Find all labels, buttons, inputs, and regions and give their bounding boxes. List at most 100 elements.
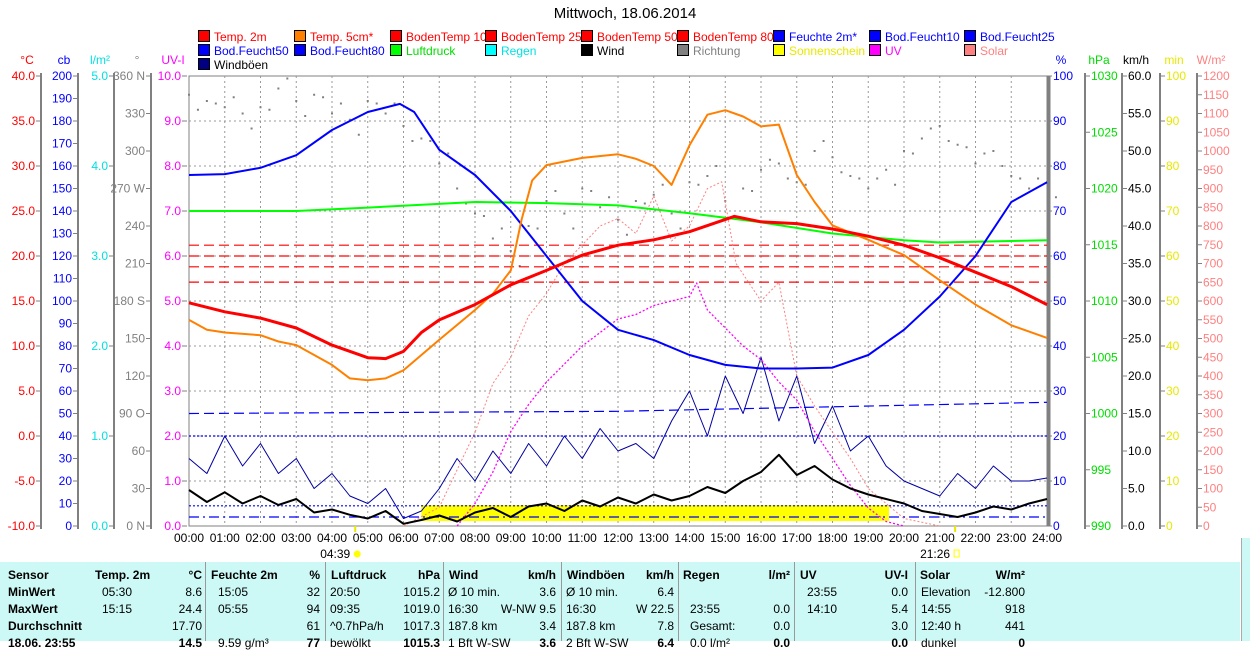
axis-tick-label-dir: 360 N [113, 69, 145, 83]
wind-direction-point [331, 112, 333, 115]
axis-tick-label-solar: 550 [1203, 313, 1223, 327]
time-tick-label: 04:00 [317, 531, 347, 545]
axis-tick-label-solar: 450 [1203, 350, 1223, 364]
axis-tick-label-uv: 0.0 [164, 519, 181, 533]
axis-tick-label-solar: 900 [1203, 182, 1223, 196]
wind-direction-point [393, 102, 396, 105]
axis-tick-label-solar: 150 [1203, 463, 1223, 477]
legend-swatch [773, 30, 785, 42]
axis-tick-label-hum: 90 [1053, 114, 1067, 128]
legend-label: Bod.Feucht10 [885, 30, 960, 44]
column-separator [205, 562, 206, 641]
time-tick-label: 05:00 [353, 531, 383, 545]
wind-direction-point [196, 108, 199, 111]
axis-tick-label-sun: 40 [1166, 339, 1180, 353]
axis-tick-label-dir: 0 N [126, 519, 145, 533]
column-header: Windböen [567, 568, 625, 582]
axis-tick-label-sun: 80 [1166, 159, 1180, 173]
wind-direction-point [706, 175, 709, 177]
axis-unit-hum: % [1056, 53, 1067, 67]
axis-tick-label-hum: 40 [1053, 339, 1067, 353]
cell-text: 09:35 [330, 602, 361, 616]
cell-value: 6.4 [657, 585, 674, 599]
axis-tick-label-wind: 0.0 [1128, 519, 1145, 533]
legend-swatch [581, 44, 593, 56]
axis-tick-label-solar: 1150 [1203, 88, 1229, 102]
axis-tick-label-hum: 70 [1053, 204, 1067, 218]
cell-value: 0.0 [891, 585, 908, 599]
wind-direction-point [840, 171, 843, 174]
time-tick-label: 16:00 [746, 531, 776, 545]
weather-chart: °C -10.0 -5.0 0.0 5.0 10.0 15.0 20.0 25.0 30.0 35.… [8, 53, 1230, 561]
cell-value: 0.0 [773, 636, 790, 650]
axis-tick-label-cb: 160 [52, 159, 72, 173]
axis-tick-label-press: 1010 [1091, 294, 1118, 308]
axis-tick-label-hum: 50 [1053, 294, 1067, 308]
wind-direction-point [214, 102, 217, 105]
sun-icon [353, 550, 361, 558]
wind-direction-point [742, 187, 745, 190]
cell-text: 14:55 [921, 602, 952, 616]
axis-tick-label-solar: 1200 [1203, 69, 1230, 83]
axis-tick-label-cb: 150 [52, 182, 72, 196]
axis-tick-label-sun: 70 [1166, 204, 1180, 218]
wind-direction-point [322, 96, 325, 99]
axis-tick-label-sun: 10 [1166, 474, 1180, 488]
axis-tick-label-wind: 50.0 [1128, 144, 1152, 158]
axis-tick-label-solar: 50 [1203, 500, 1217, 514]
axis-tick-label-cb: 80 [59, 339, 73, 353]
cell-text: 1 Bft W-SW [448, 636, 511, 650]
axis-tick-label-dir: 210 [125, 257, 145, 271]
axis-tick-label-wind: 30.0 [1128, 294, 1152, 308]
axis-tick-label-solar: 800 [1203, 219, 1223, 233]
column-separator [325, 562, 326, 641]
chart-title: Mittwoch, 18.06.2014 [553, 5, 697, 22]
wind-direction-point [965, 146, 968, 149]
wind-direction-point [563, 212, 566, 215]
axis-unit-dir: ° [135, 53, 140, 67]
cell-text: 05:55 [218, 602, 249, 616]
legend-swatch [773, 44, 785, 56]
time-tick-label: 06:00 [388, 531, 418, 545]
legend-swatch [869, 44, 881, 56]
axis-tick-label-uv: 8.0 [164, 159, 181, 173]
wind-direction-point [903, 150, 905, 152]
wind-direction-point [804, 183, 807, 186]
time-tick-label: 22:00 [960, 531, 990, 545]
legend-label: Temp. 5cm* [310, 30, 374, 44]
wind-direction-point [992, 150, 995, 152]
axis-tick-label-cb: 190 [52, 92, 72, 106]
cell-text: 23:55 [690, 602, 721, 616]
axis-tick-label-temp: 10.0 [12, 339, 36, 353]
axis-tick-label-sun: 100 [1166, 69, 1186, 83]
column-unit: W/m² [995, 568, 1025, 582]
cell-text: 15:05 [218, 585, 249, 599]
time-tick-label: 17:00 [782, 531, 812, 545]
axis-tick-label-temp: -10.0 [8, 519, 36, 533]
cell-value: 77 [306, 636, 320, 650]
wind-direction-point [1037, 177, 1040, 180]
wind-direction-point [822, 140, 825, 142]
axis-tick-label-wind: 10.0 [1128, 444, 1152, 458]
axis-tick-label-sun: 50 [1166, 294, 1180, 308]
wind-direction-point [608, 196, 611, 199]
scrollbar[interactable] [1241, 538, 1250, 641]
cell-value: 14.5 [178, 636, 202, 650]
cell-text: Ø 10 min. [448, 585, 501, 599]
wind-direction-point [876, 177, 879, 180]
series-feuchte-2m- [188, 102, 1048, 370]
axis-unit-cb: cb [58, 53, 71, 67]
cell-text: 9.59 g/m³ [218, 636, 269, 650]
cell-text: 16:30 [566, 602, 597, 616]
axis-tick-label-temp: 15.0 [12, 294, 36, 308]
legend-item: Wind [581, 44, 624, 58]
legend-label: Wind [597, 44, 625, 58]
time-tick-label: 03:00 [281, 531, 311, 545]
axis-tick-label-wind: 15.0 [1128, 407, 1152, 421]
axis-tick-label-rain: 4.0 [91, 159, 108, 173]
legend-swatch [198, 58, 210, 70]
legend-swatch [869, 30, 881, 42]
time-tick-label: 14:00 [674, 531, 704, 545]
column-unit: km/h [645, 568, 674, 582]
wind-direction-point [438, 162, 441, 165]
